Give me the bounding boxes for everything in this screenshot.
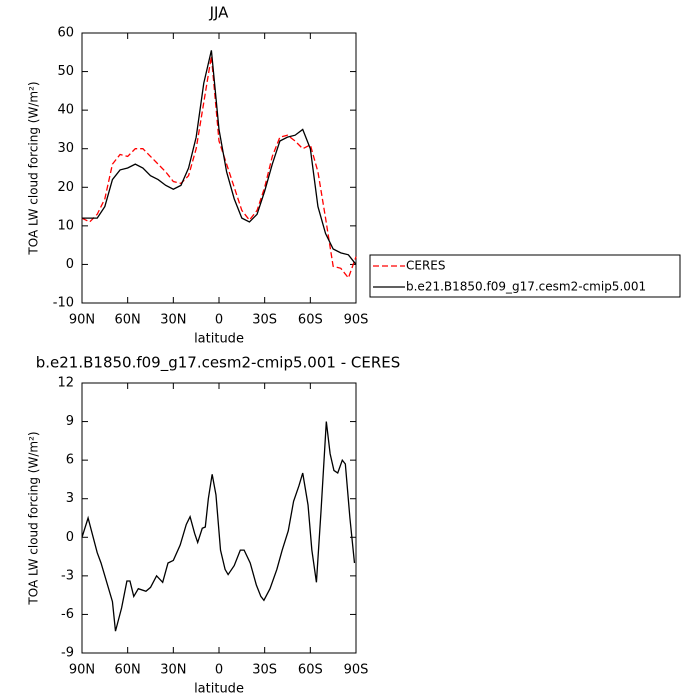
x-tick-label: 60S <box>298 313 323 328</box>
plot-frame <box>81 32 357 304</box>
x-axis-label: latitude <box>194 332 244 347</box>
x-tick-label: 60N <box>115 313 141 328</box>
data-line <box>82 50 357 265</box>
y-axis-label: TOA LW cloud forcing (W/m²) <box>27 431 41 605</box>
y-tick-label: 12 <box>57 376 74 391</box>
y-tick-label: 0 <box>66 257 74 272</box>
y-tick-label: -10 <box>53 296 74 311</box>
y-tick-label: -6 <box>61 607 74 622</box>
data-line <box>81 421 356 632</box>
y-tick-label: 50 <box>57 64 74 79</box>
x-tick-label: 0 <box>215 663 223 678</box>
y-tick-label: 40 <box>57 103 74 118</box>
y-axis-label: TOA LW cloud forcing (W/m²) <box>27 81 41 255</box>
y-tick-label: 9 <box>66 414 74 429</box>
x-tick-label: 30S <box>252 663 277 678</box>
x-tick-label: 30S <box>252 313 277 328</box>
y-tick-label: 6 <box>66 453 74 468</box>
x-tick-label: 30N <box>160 663 186 678</box>
chart-title: b.e21.B1850.f09_g17.cesm2-cmip5.001 - CE… <box>36 354 401 373</box>
legend-label: CERES <box>406 259 446 273</box>
data-line <box>81 56 357 280</box>
y-tick-label: 60 <box>57 26 74 41</box>
x-tick-label: 90N <box>69 313 95 328</box>
y-tick-label: -9 <box>61 646 74 661</box>
legend-box <box>369 254 681 298</box>
x-tick-label: 90S <box>344 313 369 328</box>
y-tick-label: 20 <box>57 180 74 195</box>
x-tick-label: 60S <box>298 663 323 678</box>
x-axis-label: latitude <box>194 682 244 697</box>
x-tick-label: 0 <box>215 313 223 328</box>
x-tick-label: 90S <box>344 663 369 678</box>
chart-title: JJA <box>209 4 230 22</box>
y-tick-label: 10 <box>57 218 74 233</box>
y-tick-label: 0 <box>66 530 74 545</box>
x-tick-label: 30N <box>160 313 186 328</box>
x-tick-label: 90N <box>69 663 95 678</box>
plot-frame <box>81 382 357 654</box>
x-tick-label: 60N <box>115 663 141 678</box>
legend-label: b.e21.B1850.f09_g17.cesm2-cmip5.001 <box>406 280 646 294</box>
y-tick-label: 30 <box>57 141 74 156</box>
y-tick-label: 3 <box>66 491 74 506</box>
y-tick-label: -3 <box>61 568 74 583</box>
